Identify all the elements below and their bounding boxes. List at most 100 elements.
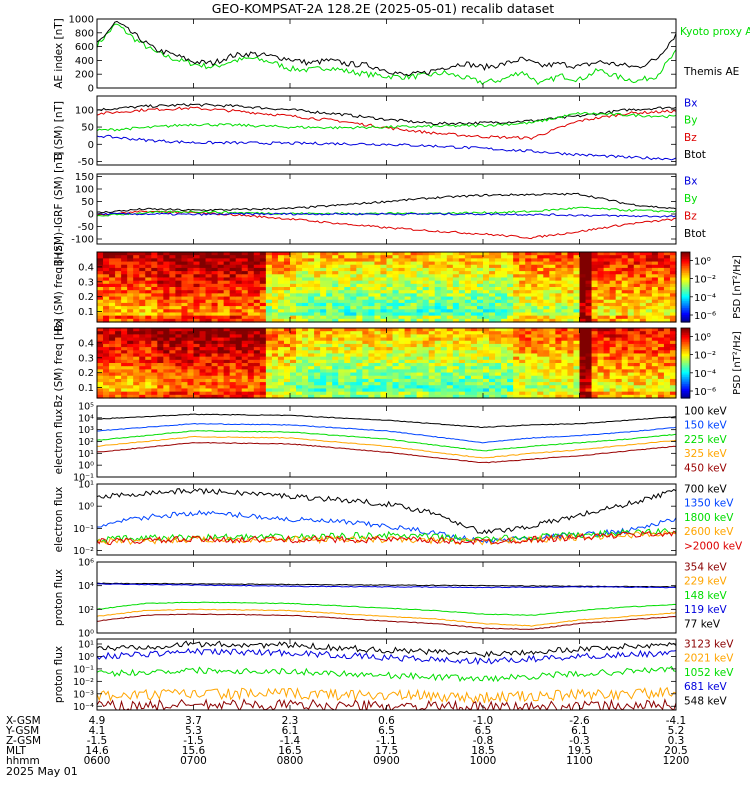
- spectrogram-cell: [356, 306, 363, 310]
- spectrogram-cell: [470, 293, 478, 298]
- spectrogram-cell: [398, 287, 406, 291]
- spectrogram-cell: [597, 293, 605, 298]
- spectrogram-cell: [193, 359, 201, 364]
- spectrogram-cell: [464, 375, 472, 380]
- spectrogram-cell: [326, 375, 333, 380]
- spectrogram-cell: [657, 261, 665, 266]
- spectrogram-cell: [416, 258, 424, 263]
- spectrogram-cell: [247, 306, 255, 310]
- spectrogram-cell: [639, 356, 647, 361]
- spectrogram-cell: [519, 382, 526, 386]
- spectrogram-cell: [271, 255, 279, 259]
- spectrogram-cell: [573, 264, 581, 269]
- spectrogram-cell: [283, 382, 291, 386]
- spectrogram-cell: [669, 318, 677, 323]
- spectrogram-cell: [416, 290, 424, 294]
- spectrogram-cell: [434, 293, 442, 298]
- spectrogram-cell: [476, 296, 484, 301]
- spectrogram-cell: [115, 261, 122, 266]
- spectrogram-cell: [615, 340, 623, 345]
- spectrogram-cell: [470, 296, 478, 301]
- spectrogram-cell: [187, 280, 195, 285]
- spectrogram-cell: [627, 264, 635, 269]
- spectrogram-cell: [217, 343, 225, 348]
- spectrogram-cell: [440, 334, 448, 339]
- spectrogram-cell: [205, 290, 213, 294]
- spectrogram-cell: [398, 328, 406, 332]
- spectrogram-cell: [169, 334, 177, 339]
- spectrogram-cell: [452, 347, 460, 351]
- spectrogram-cell: [470, 283, 478, 288]
- spectrogram-cell: [476, 306, 484, 310]
- x-tick-value: 6.1: [571, 725, 588, 737]
- spectrogram-cell: [193, 312, 201, 317]
- spectrogram-cell: [223, 366, 231, 370]
- spectrogram-cell: [169, 378, 177, 383]
- spectrogram-cell: [651, 375, 659, 380]
- spectrogram-cell: [187, 347, 195, 351]
- spectrogram-cell: [489, 391, 496, 396]
- spectrogram-cell: [368, 280, 376, 285]
- colorbar-step: [681, 359, 690, 362]
- spectrogram-cell: [332, 340, 339, 345]
- spectrogram-cell: [567, 375, 575, 380]
- spectrogram-cell: [440, 350, 448, 355]
- spectrogram-cell: [615, 328, 623, 332]
- spectrogram-cell: [368, 261, 376, 266]
- spectrogram-cell: [380, 306, 388, 310]
- colorbar-tick-label: 10⁻⁶: [694, 387, 716, 398]
- spectrogram-cell: [320, 306, 327, 310]
- spectrogram-cell: [567, 378, 575, 383]
- spectrogram-cell: [452, 280, 460, 285]
- spectrogram-cell: [163, 391, 170, 396]
- spectrogram-cell: [410, 258, 418, 263]
- spectrogram-cell: [657, 296, 665, 301]
- spectrogram-cell: [97, 382, 104, 386]
- spectrogram-cell: [549, 347, 556, 351]
- spectrogram-cell: [489, 337, 496, 342]
- spectrogram-cell: [543, 264, 550, 269]
- spectrogram-cell: [410, 252, 418, 256]
- legend-entry: 1052 keV: [684, 667, 734, 679]
- spectrogram-cell: [253, 347, 261, 351]
- spectrogram-cell: [314, 372, 321, 377]
- spectrogram-cell: [669, 331, 677, 335]
- spectrogram-cell: [344, 315, 351, 320]
- spectrogram-cell: [181, 277, 189, 282]
- series-line: [97, 413, 676, 429]
- spectrogram-cell: [356, 391, 363, 396]
- spectrogram-cell: [561, 277, 569, 282]
- spectrogram-cell: [555, 369, 563, 374]
- spectrogram-cell: [169, 343, 177, 348]
- spectrogram-cell: [489, 347, 496, 351]
- y-axis-label: Bx (SM) freq [Hz]: [53, 242, 65, 332]
- spectrogram-cell: [265, 382, 273, 386]
- spectrogram-cell: [452, 283, 460, 288]
- spectrogram-cell: [109, 328, 116, 332]
- spectrogram-cell: [290, 363, 297, 367]
- spectrogram-cell: [290, 337, 297, 342]
- spectrogram-cell: [386, 258, 394, 263]
- spectrogram-cell: [392, 312, 400, 317]
- spectrogram-cell: [368, 315, 376, 320]
- spectrogram-cell: [543, 271, 550, 275]
- spectrogram-cell: [115, 347, 122, 351]
- spectrogram-cell: [567, 350, 575, 355]
- spectrogram-cell: [440, 280, 448, 285]
- spectrogram-cell: [416, 372, 424, 377]
- spectrogram-cell: [247, 328, 255, 332]
- spectrogram-cell: [350, 340, 357, 345]
- spectrogram-cell: [573, 369, 581, 374]
- spectrogram-cell: [464, 378, 472, 383]
- spectrogram-cell: [543, 290, 550, 294]
- spectrogram-cell: [507, 290, 514, 294]
- x-tick-value: 0900: [373, 755, 400, 767]
- spectrogram-cell: [513, 334, 520, 339]
- spectrogram-cell: [308, 337, 315, 342]
- spectrogram-cell: [446, 359, 454, 364]
- spectrogram-cell: [163, 261, 170, 266]
- spectrogram-cell: [139, 394, 146, 399]
- spectrogram-cell: [133, 267, 140, 272]
- spectrogram-cell: [513, 306, 520, 310]
- spectrogram-cell: [657, 299, 665, 304]
